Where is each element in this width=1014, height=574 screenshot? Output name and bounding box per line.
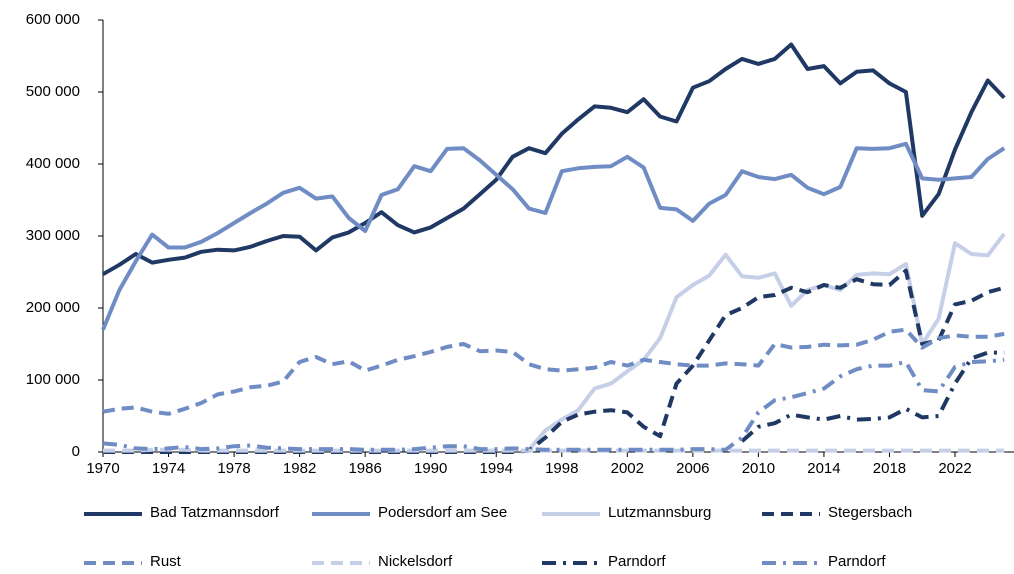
legend-label: Podersdorf am See — [378, 504, 508, 521]
series-line — [102, 327, 1005, 416]
x-tick-label: 1986 — [348, 460, 381, 477]
legend-item: Parndorf — [760, 553, 968, 571]
legend-swatch — [312, 561, 370, 565]
x-tick-label: 2014 — [807, 460, 840, 477]
legend-swatch — [312, 512, 370, 516]
legend-item: Stegersbach — [760, 504, 968, 522]
legend-label: Stegersbach — [828, 504, 913, 521]
series-line — [102, 42, 1006, 276]
x-tick-label: 2002 — [611, 460, 644, 477]
legend-item: Podersdorf am See — [310, 504, 518, 522]
x-tick-label: 1998 — [545, 460, 578, 477]
legend-swatch — [542, 512, 600, 516]
x-tick-label: 2010 — [742, 460, 775, 477]
legend-swatch — [84, 512, 142, 516]
series-line — [102, 357, 1005, 452]
y-tick-label: 600 000 — [26, 11, 80, 28]
y-tick-label: 100 000 — [26, 371, 80, 388]
y-tick-label: 500 000 — [26, 83, 80, 100]
y-tick-label: 300 000 — [26, 227, 80, 244]
legend-label: Nickelsdorf — [378, 553, 453, 570]
series-line — [740, 350, 1005, 443]
x-tick-label: 1970 — [86, 460, 119, 477]
legend-label: Rust — [150, 553, 181, 570]
x-tick-label: 1978 — [217, 460, 250, 477]
legend-swatch — [762, 561, 820, 565]
x-tick-label: 1990 — [414, 460, 447, 477]
legend-item: Lutzmannsburg — [540, 504, 748, 522]
legend-swatch — [762, 512, 820, 516]
x-tick-label: 1982 — [283, 460, 316, 477]
y-tick-label: 0 — [72, 443, 80, 460]
x-tick-label: 2018 — [873, 460, 906, 477]
legend-item: Rust — [82, 553, 290, 571]
x-tick-label: 2006 — [676, 460, 709, 477]
legend-label: Lutzmannsburg — [608, 504, 712, 521]
series-line — [103, 447, 1005, 453]
legend: Bad Tatzmannsdorf Podersdorf am See Lutzma… — [0, 496, 1014, 574]
x-tick-label: 1974 — [152, 460, 185, 477]
y-tick-label: 400 000 — [26, 155, 80, 172]
legend-item: Parndorf — [540, 553, 748, 571]
series-line — [527, 232, 1006, 452]
series-line — [103, 268, 1005, 454]
legend-swatch — [542, 561, 600, 565]
y-tick-label: 200 000 — [26, 299, 80, 316]
legend-swatch — [84, 561, 142, 565]
x-tick-label: 1994 — [480, 460, 513, 477]
legend-item: Bad Tatzmannsdorf — [82, 504, 290, 522]
x-tick-label: 2022 — [938, 460, 971, 477]
legend-item: Nickelsdorf — [310, 553, 518, 571]
legend-label: Parndorf — [608, 553, 666, 570]
series-line — [101, 141, 1006, 331]
legend-label: Bad Tatzmannsdorf — [150, 504, 279, 521]
chart: 0 100 000 200 000 300 000 400 000 500 000 600 … — [26, 11, 1014, 477]
legend-label: Parndorf — [828, 553, 886, 570]
